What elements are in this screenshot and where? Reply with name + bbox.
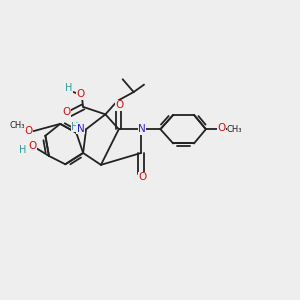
- Text: CH₃: CH₃: [10, 121, 26, 130]
- Text: O: O: [218, 123, 226, 133]
- Text: O: O: [24, 126, 32, 136]
- Text: H: H: [65, 83, 73, 93]
- Text: N: N: [77, 124, 85, 134]
- Text: O: O: [138, 172, 146, 182]
- Text: O: O: [116, 100, 124, 110]
- Text: N: N: [138, 124, 146, 134]
- Text: O: O: [63, 107, 71, 117]
- Text: O: O: [76, 89, 84, 99]
- Text: O: O: [14, 121, 21, 130]
- Text: H: H: [19, 145, 26, 155]
- Text: CH₃: CH₃: [227, 125, 242, 134]
- Text: H: H: [71, 122, 79, 132]
- Text: O: O: [28, 140, 36, 151]
